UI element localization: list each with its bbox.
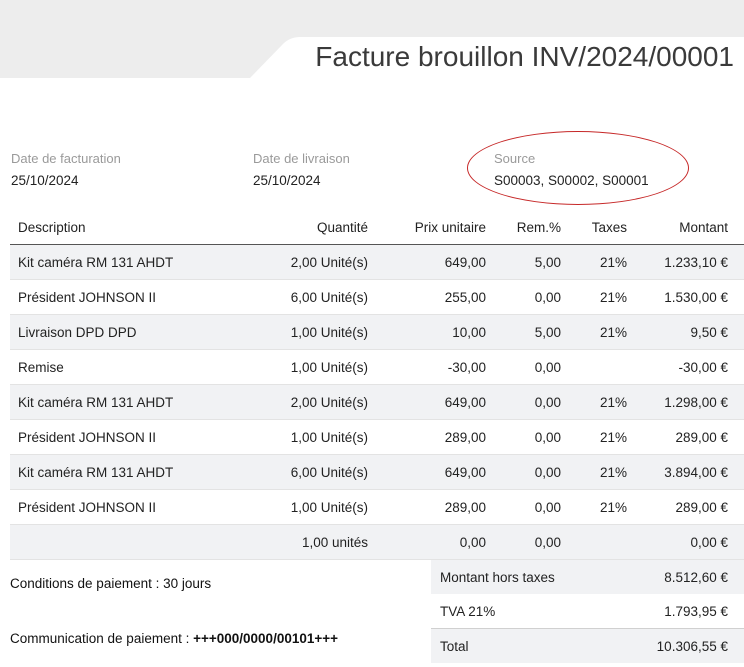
cell-quantity: 6,00 Unité(s) bbox=[276, 279, 368, 315]
cell-description: Remise bbox=[10, 349, 276, 385]
cell-discount: 0,00 bbox=[486, 279, 561, 315]
totals-table: Montant hors taxes 8.512,60 € TVA 21% 1.… bbox=[431, 560, 744, 663]
cell-discount: 0,00 bbox=[486, 489, 561, 525]
cell-unit-price: 649,00 bbox=[368, 244, 486, 280]
tax-value: 1.793,95 € bbox=[664, 603, 728, 619]
cell-discount: 0,00 bbox=[486, 524, 561, 560]
cell-description: Président JOHNSON II bbox=[10, 419, 276, 455]
cell-taxes: 21% bbox=[561, 279, 627, 315]
cell-amount: -30,00 € bbox=[627, 349, 744, 385]
total-row: Total 10.306,55 € bbox=[431, 628, 744, 663]
cell-description: Kit caméra RM 131 AHDT bbox=[10, 454, 276, 490]
cell-taxes bbox=[561, 349, 627, 385]
cell-description: Président JOHNSON II bbox=[10, 279, 276, 315]
cell-description: Kit caméra RM 131 AHDT bbox=[10, 244, 276, 280]
cell-quantity: 6,00 Unité(s) bbox=[276, 454, 368, 490]
cell-unit-price: -30,00 bbox=[368, 349, 486, 385]
tax-row: TVA 21% 1.793,95 € bbox=[431, 594, 744, 629]
cell-discount: 0,00 bbox=[486, 349, 561, 385]
cell-unit-price: 289,00 bbox=[368, 489, 486, 525]
header-band bbox=[0, 0, 744, 78]
payment-communication-label: Communication de paiement : bbox=[10, 631, 190, 646]
cell-quantity: 1,00 unités bbox=[276, 524, 368, 560]
cell-discount: 5,00 bbox=[486, 314, 561, 350]
cell-quantity: 1,00 Unité(s) bbox=[276, 314, 368, 350]
cell-unit-price: 649,00 bbox=[368, 454, 486, 490]
column-header-description: Description bbox=[10, 210, 276, 245]
cell-unit-price: 255,00 bbox=[368, 279, 486, 315]
cell-amount: 289,00 € bbox=[627, 489, 744, 525]
table-row: Président JOHNSON II 1,00 Unité(s) 289,0… bbox=[10, 419, 744, 455]
table-row: Président JOHNSON II 1,00 Unité(s) 289,0… bbox=[10, 489, 744, 525]
column-header-taxes: Taxes bbox=[561, 210, 627, 245]
page-title: Facture brouillon INV/2024/00001 bbox=[315, 41, 734, 72]
cell-quantity: 2,00 Unité(s) bbox=[276, 384, 368, 420]
subtotal-label: Montant hors taxes bbox=[431, 560, 615, 594]
cell-discount: 0,00 bbox=[486, 454, 561, 490]
total-label: Total bbox=[431, 628, 615, 663]
payment-terms: Conditions de paiement : 30 jours bbox=[10, 576, 212, 591]
cell-taxes: 21% bbox=[561, 489, 627, 525]
table-row: Président JOHNSON II 6,00 Unité(s) 255,0… bbox=[10, 279, 744, 315]
cell-description: Livraison DPD DPD bbox=[10, 314, 276, 350]
cell-amount: 3.894,00 € bbox=[627, 454, 744, 490]
delivery-date-value: 25/10/2024 bbox=[253, 173, 321, 188]
payment-communication-value: +++000/0000/00101+++ bbox=[193, 631, 339, 646]
invoice-date-value: 25/10/2024 bbox=[11, 173, 79, 188]
table-row: Remise 1,00 Unité(s) -30,00 0,00 -30,00 … bbox=[10, 349, 744, 385]
table-row: Kit caméra RM 131 AHDT 2,00 Unité(s) 649… bbox=[10, 384, 744, 420]
cell-taxes: 21% bbox=[561, 384, 627, 420]
cell-taxes: 21% bbox=[561, 244, 627, 280]
cell-discount: 0,00 bbox=[486, 419, 561, 455]
tax-label: TVA 21% bbox=[440, 603, 496, 619]
column-header-unit-price: Prix unitaire bbox=[368, 210, 486, 245]
cell-amount: 9,50 € bbox=[627, 314, 744, 350]
cell-amount: 1.530,00 € bbox=[627, 279, 744, 315]
cell-unit-price: 649,00 bbox=[368, 384, 486, 420]
cell-discount: 5,00 bbox=[486, 244, 561, 280]
cell-unit-price: 0,00 bbox=[368, 524, 486, 560]
cell-description: Kit caméra RM 131 AHDT bbox=[10, 384, 276, 420]
cell-discount: 0,00 bbox=[486, 384, 561, 420]
cell-taxes: 21% bbox=[561, 419, 627, 455]
invoice-date-label: Date de facturation bbox=[11, 151, 121, 166]
invoice-lines-table: Description Quantité Prix unitaire Rem.%… bbox=[10, 210, 744, 560]
column-header-amount: Montant bbox=[627, 210, 744, 245]
cell-quantity: 2,00 Unité(s) bbox=[276, 244, 368, 280]
cell-quantity: 1,00 Unité(s) bbox=[276, 489, 368, 525]
cell-taxes bbox=[561, 524, 627, 560]
column-header-quantity: Quantité bbox=[276, 210, 368, 245]
total-value: 10.306,55 € bbox=[614, 628, 744, 663]
cell-unit-price: 10,00 bbox=[368, 314, 486, 350]
cell-quantity: 1,00 Unité(s) bbox=[276, 419, 368, 455]
cell-taxes: 21% bbox=[561, 454, 627, 490]
table-row: Livraison DPD DPD 1,00 Unité(s) 10,00 5,… bbox=[10, 314, 744, 350]
column-header-discount: Rem.% bbox=[486, 210, 561, 245]
table-row: Kit caméra RM 131 AHDT 6,00 Unité(s) 649… bbox=[10, 454, 744, 490]
source-highlight-ellipse bbox=[467, 131, 689, 205]
cell-description: Président JOHNSON II bbox=[10, 489, 276, 525]
table-row: Kit caméra RM 131 AHDT 2,00 Unité(s) 649… bbox=[10, 244, 744, 280]
subtotal-value: 8.512,60 € bbox=[614, 560, 744, 594]
table-row: 1,00 unités 0,00 0,00 0,00 € bbox=[10, 524, 744, 560]
cell-amount: 0,00 € bbox=[627, 524, 744, 560]
delivery-date-label: Date de livraison bbox=[253, 151, 350, 166]
table-header-row: Description Quantité Prix unitaire Rem.%… bbox=[10, 210, 744, 245]
cell-unit-price: 289,00 bbox=[368, 419, 486, 455]
subtotal-row: Montant hors taxes 8.512,60 € bbox=[431, 560, 744, 594]
cell-amount: 1.298,00 € bbox=[627, 384, 744, 420]
cell-amount: 1.233,10 € bbox=[627, 244, 744, 280]
cell-quantity: 1,00 Unité(s) bbox=[276, 349, 368, 385]
payment-communication: Communication de paiement : +++000/0000/… bbox=[10, 631, 338, 646]
cell-description bbox=[10, 524, 276, 560]
cell-taxes: 21% bbox=[561, 314, 627, 350]
cell-amount: 289,00 € bbox=[627, 419, 744, 455]
